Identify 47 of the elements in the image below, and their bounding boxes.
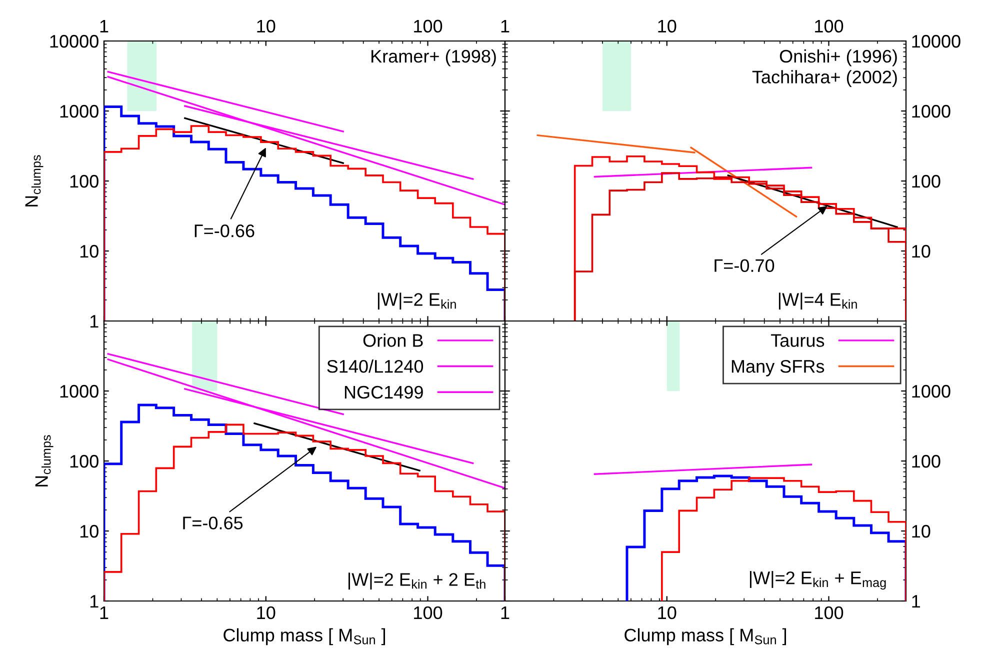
x-tick-label: 1 <box>100 20 108 32</box>
y-tick-label: 100 <box>912 174 940 188</box>
annotation: Γ=-0.65 <box>183 516 243 530</box>
y-axis-title: N$_{clumps}$ <box>35 435 54 486</box>
x-axis-title: Clump mass [ M$_{Sun}$ ] <box>224 628 386 646</box>
y-tick-label: 10 <box>80 524 98 538</box>
y-tick-label: 1000 <box>912 104 950 118</box>
y-tick-label: 10000 <box>912 34 960 48</box>
y-tick-label: 1 <box>90 595 98 608</box>
y-tick-label: 1 <box>90 315 98 328</box>
annotation: Kramer+ (1998) <box>372 49 496 66</box>
legend-label: Taurus <box>770 334 824 347</box>
x-tick-label: 100 <box>815 20 844 33</box>
y-tick-label: 100 <box>70 454 98 468</box>
y-axis-title: N$_{clumps}$ <box>25 155 44 206</box>
y-tick-label: 1 <box>912 595 920 608</box>
annotation: |W|=2 E$_{kin}$ + 2 E$_{th}$ <box>348 572 486 590</box>
y-tick-label: 100 <box>912 454 940 468</box>
y-tick-label: 1000 <box>60 104 98 118</box>
annotation: Onishi+ (1996) Tachihara+ (2002) <box>752 49 897 87</box>
x-tick-label: 1 <box>501 20 510 32</box>
x-tick-label: 100 <box>815 606 844 620</box>
y-tick-label: 10 <box>912 244 930 258</box>
x-tick-label: 10 <box>257 20 276 33</box>
y-tick-label: 1000 <box>912 384 950 398</box>
x-tick-label: 1 <box>100 606 108 619</box>
legend-label: S140/L1240 <box>327 360 424 373</box>
legend-label: Orion B <box>363 334 423 347</box>
y-tick-label: 100 <box>70 174 98 188</box>
x-tick-label: 10 <box>658 606 676 620</box>
annotation: |W|=4 E$_{kin}$ <box>778 292 857 310</box>
x-tick-label: 100 <box>414 606 442 620</box>
annotation: Γ=-0.70 <box>714 259 774 272</box>
y-tick-label: 10000 <box>50 34 98 48</box>
y-tick-label: 1000 <box>60 384 98 398</box>
legend-label: Many SFRs <box>732 360 824 376</box>
y-tick-label: 10 <box>912 524 930 538</box>
x-tick-label: 100 <box>414 20 442 33</box>
x-tick-label: 10 <box>658 20 676 33</box>
y-tick-label: 10 <box>80 244 98 258</box>
annotation: |W|=2 E$_{kin}$ + E$_{mag}$ <box>750 571 886 590</box>
x-tick-label: 1 <box>501 606 510 619</box>
annotation: |W|=2 E$_{kin}$ <box>378 292 456 310</box>
legend-label: NGC1499 <box>344 386 423 399</box>
annotation: Γ=-0.66 <box>194 224 254 238</box>
x-tick-label: 10 <box>257 606 276 620</box>
x-axis-title: Clump mass [ M$_{Sun}$ ] <box>624 628 786 646</box>
